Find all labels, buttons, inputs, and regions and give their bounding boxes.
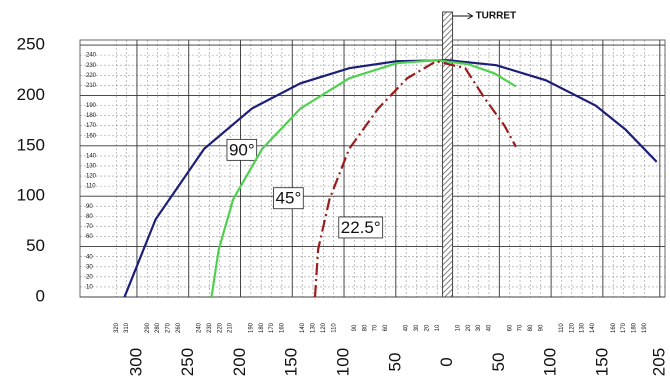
x-tick-label: 100 <box>334 348 353 376</box>
x-minor-tick-label: 180 <box>259 322 265 333</box>
x-minor-tick-label: 80 <box>362 324 368 331</box>
curve-label-box <box>226 138 258 161</box>
turret-label: TURRET <box>476 11 517 22</box>
x-minor-tick-label: 180 <box>632 322 638 333</box>
y-tick-label: 0 <box>36 286 45 305</box>
x-minor-tick-label: 60 <box>383 324 389 331</box>
x-minor-tick-label: 40 <box>487 324 493 331</box>
x-minor-tick-label: 310 <box>124 322 130 333</box>
x-tick-label: 200 <box>230 348 249 376</box>
x-minor-tick-label: 170 <box>269 322 275 333</box>
x-minor-tick-label: 190 <box>248 322 254 333</box>
y-tick-label: 50 <box>26 236 45 255</box>
x-minor-tick-label: 30 <box>414 324 420 331</box>
y-tick-label: 200 <box>17 85 45 104</box>
x-tick-label: 250 <box>178 348 197 376</box>
x-minor-tick-label: 210 <box>228 322 234 333</box>
x-minor-tick-label: 320 <box>114 322 120 333</box>
x-minor-tick-label: 130 <box>580 322 586 333</box>
x-tick-label: 0 <box>437 357 456 366</box>
y-minor-tick-label: 40 <box>86 254 93 260</box>
x-minor-tick-label: 190 <box>642 322 648 333</box>
curve-label: 90° <box>229 140 255 159</box>
curve-label: 22.5° <box>341 218 381 237</box>
x-minor-tick-label: 160 <box>279 322 285 333</box>
y-minor-tick-label: 220 <box>86 73 97 79</box>
y-minor-tick-label: 110 <box>86 184 96 190</box>
plot-frame <box>79 39 666 298</box>
y-minor-tick-label: 140 <box>86 153 97 159</box>
y-minor-tick-label: 10 <box>86 284 93 290</box>
y-minor-tick-label: 210 <box>86 83 97 89</box>
x-minor-tick-label: 110 <box>559 323 565 333</box>
y-minor-tick-label: 80 <box>86 214 93 220</box>
y-minor-tick-label: 30 <box>86 264 93 270</box>
y-minor-tick-label: 160 <box>86 133 97 139</box>
y-minor-tick-label: 130 <box>86 164 97 170</box>
turret <box>442 11 454 298</box>
x-minor-tick-label: 70 <box>518 324 524 331</box>
turret-arrow <box>452 12 474 20</box>
x-minor-tick-label: 120 <box>569 322 575 333</box>
x-minor-tick-label: 140 <box>300 322 306 333</box>
x-minor-tick-label: 170 <box>621 322 627 333</box>
x-minor-tick-label: 220 <box>217 322 223 333</box>
y-minor-tick-label: 230 <box>86 63 97 69</box>
x-minor-tick-label: 10 <box>435 324 441 331</box>
x-minor-tick-label: 40 <box>404 324 410 331</box>
x-minor-tick-label: 90 <box>352 324 358 331</box>
x-minor-tick-label: 120 <box>321 322 327 333</box>
x-tick-label: 205 <box>649 348 668 376</box>
y-minor-tick-label: 180 <box>86 113 97 119</box>
x-minor-tick-label: 10 <box>455 324 461 331</box>
x-minor-tick-label: 290 <box>145 322 151 333</box>
curve-label-box <box>273 187 304 210</box>
y-minor-tick-label: 20 <box>86 274 93 280</box>
x-minor-tick-label: 270 <box>166 322 172 333</box>
y-minor-tick-label: 190 <box>86 103 97 109</box>
x-minor-tick-label: 70 <box>373 324 379 331</box>
y-minor-tick-label: 90 <box>86 204 93 210</box>
curve-label-box <box>338 216 384 239</box>
x-minor-tick-label: 230 <box>207 322 213 333</box>
x-minor-tick-label: 140 <box>590 322 596 333</box>
x-tick-label: 50 <box>385 353 404 372</box>
x-minor-tick-label: 110 <box>331 323 337 333</box>
x-minor-tick-label: 20 <box>424 324 430 331</box>
x-tick-label: 100 <box>541 348 560 376</box>
reach-curve <box>210 59 517 298</box>
curve-label: 45° <box>276 189 302 208</box>
x-minor-tick-label: 30 <box>476 324 482 331</box>
x-minor-tick-label: 160 <box>611 322 617 333</box>
x-minor-tick-label: 130 <box>311 322 317 333</box>
y-minor-tick-label: 60 <box>86 234 93 240</box>
y-tick-label: 100 <box>17 186 45 205</box>
x-minor-tick-label: 90 <box>538 324 544 331</box>
x-minor-tick-label: 280 <box>155 322 161 333</box>
y-tick-label: 150 <box>17 135 45 154</box>
reach-curve <box>123 59 658 298</box>
x-minor-tick-label: 260 <box>176 322 182 333</box>
x-minor-tick-label: 80 <box>528 324 534 331</box>
x-tick-label: 50 <box>489 353 508 372</box>
y-minor-tick-label: 70 <box>86 224 93 230</box>
y-minor-tick-label: 120 <box>86 174 97 180</box>
x-minor-tick-label: 240 <box>197 322 203 333</box>
y-minor-tick-label: 240 <box>86 53 97 59</box>
x-tick-label: 150 <box>282 348 301 376</box>
y-minor-tick-label: 170 <box>86 123 97 129</box>
x-minor-tick-label: 60 <box>507 324 513 331</box>
y-tick-label: 250 <box>17 35 45 54</box>
x-tick-label: 150 <box>592 348 611 376</box>
x-minor-tick-label: 20 <box>466 324 472 331</box>
reach-curve <box>313 60 517 298</box>
x-tick-label: 300 <box>126 348 145 376</box>
